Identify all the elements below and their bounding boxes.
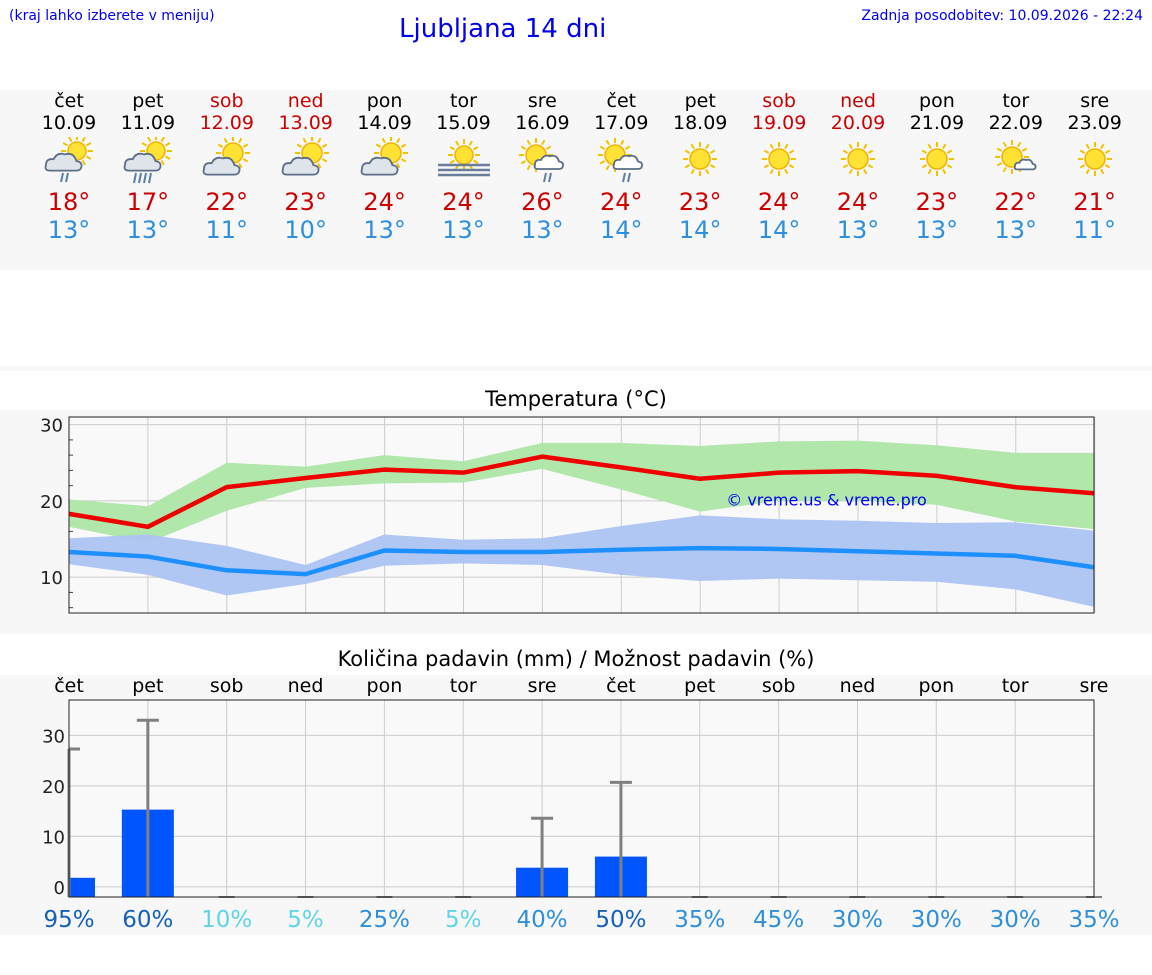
sun-icon: [683, 142, 718, 176]
max-temperature: 23°: [678, 188, 722, 216]
day-name: tor: [450, 90, 477, 112]
min-temperature: 13°: [363, 216, 406, 244]
day-date: 12.09: [199, 112, 254, 134]
divider: [0, 366, 1152, 371]
day-column: čet 10.09 18° 13°: [24, 90, 114, 244]
page-title: Ljubljana 14 dni: [399, 14, 607, 44]
max-temperature: 22°: [994, 188, 1038, 216]
day-name: ned: [287, 90, 324, 112]
day-date: 22.09: [988, 112, 1043, 134]
max-temperature: 24°: [757, 188, 801, 216]
day-column: sre 16.09 26° 13°: [497, 90, 587, 244]
min-temperature: 14°: [678, 216, 722, 244]
day-name: sre: [1080, 90, 1110, 112]
last-updated: Zadnja posodobitev: 10.09.2026 - 22:24: [861, 8, 1143, 24]
min-temperature: 11°: [205, 216, 249, 244]
max-temperature: 24°: [442, 188, 485, 216]
day-name: sob: [762, 90, 796, 112]
day-column: tor 15.09 24° 13°: [419, 90, 509, 244]
day-date: 15.09: [436, 112, 491, 134]
day-column: sob 19.09 24° 14°: [734, 90, 824, 244]
max-temperature: 23°: [284, 188, 327, 216]
max-temperature: 23°: [915, 188, 959, 216]
day-date: 21.09: [909, 112, 965, 134]
day-name: sob: [210, 90, 244, 112]
daily-forecast-band: [0, 90, 1152, 270]
min-temperature: 13°: [994, 216, 1038, 244]
day-column: pon 21.09 23° 13°: [892, 90, 982, 244]
day-column: ned 20.09 24° 13°: [813, 90, 903, 244]
max-temperature: 22°: [205, 188, 249, 216]
day-date: 14.09: [357, 112, 412, 134]
min-temperature: 14°: [600, 216, 643, 244]
day-date: 11.09: [120, 112, 176, 134]
day-column: ned 13.09 23° 10°: [261, 90, 351, 244]
max-temperature: 17°: [126, 188, 170, 216]
day-column: čet 17.09 24° 14°: [576, 90, 666, 244]
day-column: sob 12.09 22° 11°: [182, 90, 272, 244]
day-column: sre 23.09 21° 11°: [1050, 90, 1140, 244]
max-temperature: 24°: [363, 188, 406, 216]
partly-cloudy-icon: [360, 137, 408, 176]
min-temperature: 13°: [915, 216, 959, 244]
partly-cloudy-icon: [202, 137, 250, 176]
day-date: 17.09: [594, 112, 649, 134]
day-date: 18.09: [672, 112, 728, 134]
sun-icon: [762, 142, 797, 176]
day-column: tor 22.09 22° 13°: [971, 90, 1061, 244]
day-name: čet: [54, 90, 84, 112]
max-temperature: 26°: [521, 188, 564, 216]
sun-icon: [841, 142, 875, 176]
max-temperature: 18°: [47, 188, 91, 216]
day-date: 19.09: [751, 112, 807, 134]
day-date: 20.09: [830, 112, 886, 134]
min-temperature: 13°: [836, 216, 880, 244]
day-name: pet: [684, 90, 716, 112]
precipitation-chart-band: [0, 675, 1152, 935]
day-name: pet: [132, 90, 164, 112]
sun-icon: [1077, 142, 1112, 176]
sun-shower-icon: [598, 138, 644, 183]
day-date: 10.09: [41, 112, 97, 134]
temperature-chart-title: Temperatura (°C): [485, 387, 667, 411]
min-temperature: 13°: [47, 216, 91, 244]
location-hint: (kraj lahko izberete v meniju): [9, 8, 215, 24]
temperature-chart-band: [0, 410, 1152, 634]
day-column: pon 14.09 24° 13°: [340, 90, 430, 244]
day-name: sre: [527, 90, 557, 112]
day-name: ned: [840, 90, 876, 112]
min-temperature: 10°: [284, 216, 327, 244]
sun-fog-icon: [437, 139, 490, 177]
min-temperature: 13°: [442, 216, 485, 244]
day-date: 16.09: [515, 112, 570, 134]
day-column: pet 11.09 17° 13°: [103, 90, 193, 244]
day-name: pon: [366, 90, 403, 112]
max-temperature: 24°: [600, 188, 643, 216]
cloud-rain-sun-icon: [44, 137, 93, 183]
min-temperature: 14°: [757, 216, 801, 244]
max-temperature: 21°: [1073, 188, 1116, 216]
min-temperature: 11°: [1073, 216, 1116, 244]
sun-small-cloud-icon: [994, 140, 1037, 174]
min-temperature: 13°: [521, 216, 564, 244]
sun-icon: [919, 142, 954, 176]
day-date: 23.09: [1067, 112, 1122, 134]
min-temperature: 13°: [126, 216, 170, 244]
day-name: pon: [919, 90, 955, 112]
day-date: 13.09: [278, 112, 333, 134]
sun-shower-icon: [519, 138, 565, 183]
day-name: čet: [606, 90, 637, 112]
day-column: pet 18.09 23° 14°: [655, 90, 745, 244]
precipitation-chart-title: Količina padavin (mm) / Možnost padavin …: [337, 647, 815, 671]
cloud-heavy-rain-sun-icon: [123, 137, 172, 184]
partly-cloudy-icon: [281, 137, 329, 176]
max-temperature: 24°: [836, 188, 880, 216]
day-name: tor: [1002, 90, 1030, 112]
